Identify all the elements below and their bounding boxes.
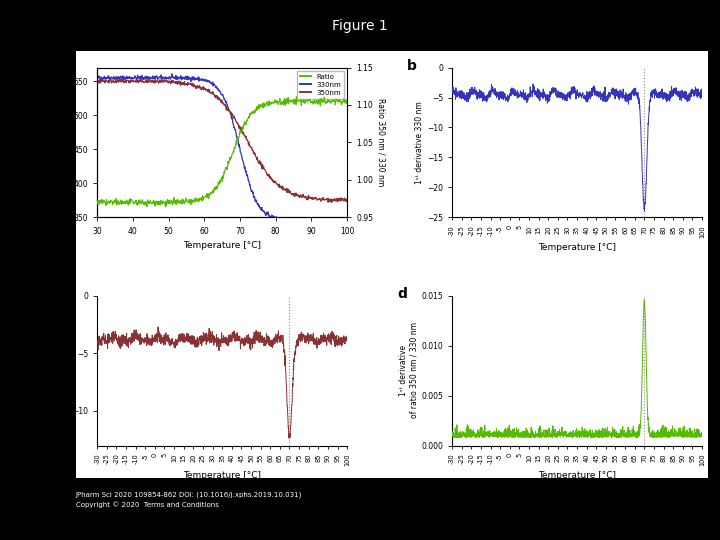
X-axis label: Temperature [°C]: Temperature [°C] <box>183 241 261 250</box>
Text: b: b <box>407 58 417 72</box>
X-axis label: Temperature [°C]: Temperature [°C] <box>538 244 616 252</box>
Y-axis label: Raw fluorescence [counts*mm]: Raw fluorescence [counts*mm] <box>62 83 71 202</box>
Y-axis label: Ratio 350 nm / 330 nm: Ratio 350 nm / 330 nm <box>377 98 386 187</box>
X-axis label: Temperature [°C]: Temperature [°C] <box>183 471 261 480</box>
Y-axis label: 1ˢᵗ derivative 350 nm: 1ˢᵗ derivative 350 nm <box>60 329 69 412</box>
Text: JPharm Sci 2020 109854-862 DOI: (10.1016/j.xphs.2019.10.031)
Copyright © 2020  T: JPharm Sci 2020 109854-862 DOI: (10.1016… <box>76 491 302 508</box>
Text: c: c <box>48 287 55 300</box>
Text: Figure 1: Figure 1 <box>332 19 388 33</box>
Y-axis label: 1ˢᵗ derivative 330 nm: 1ˢᵗ derivative 330 nm <box>415 101 424 184</box>
Text: d: d <box>397 287 407 300</box>
Text: a: a <box>48 58 57 72</box>
X-axis label: Temperature [°C]: Temperature [°C] <box>538 471 616 480</box>
Y-axis label: 1ˢᵗ derivative
of ratio 350 nm / 330 nm: 1ˢᵗ derivative of ratio 350 nm / 330 nm <box>399 322 418 418</box>
Legend: Ratio, 330nm, 350nm: Ratio, 330nm, 350nm <box>297 71 343 99</box>
